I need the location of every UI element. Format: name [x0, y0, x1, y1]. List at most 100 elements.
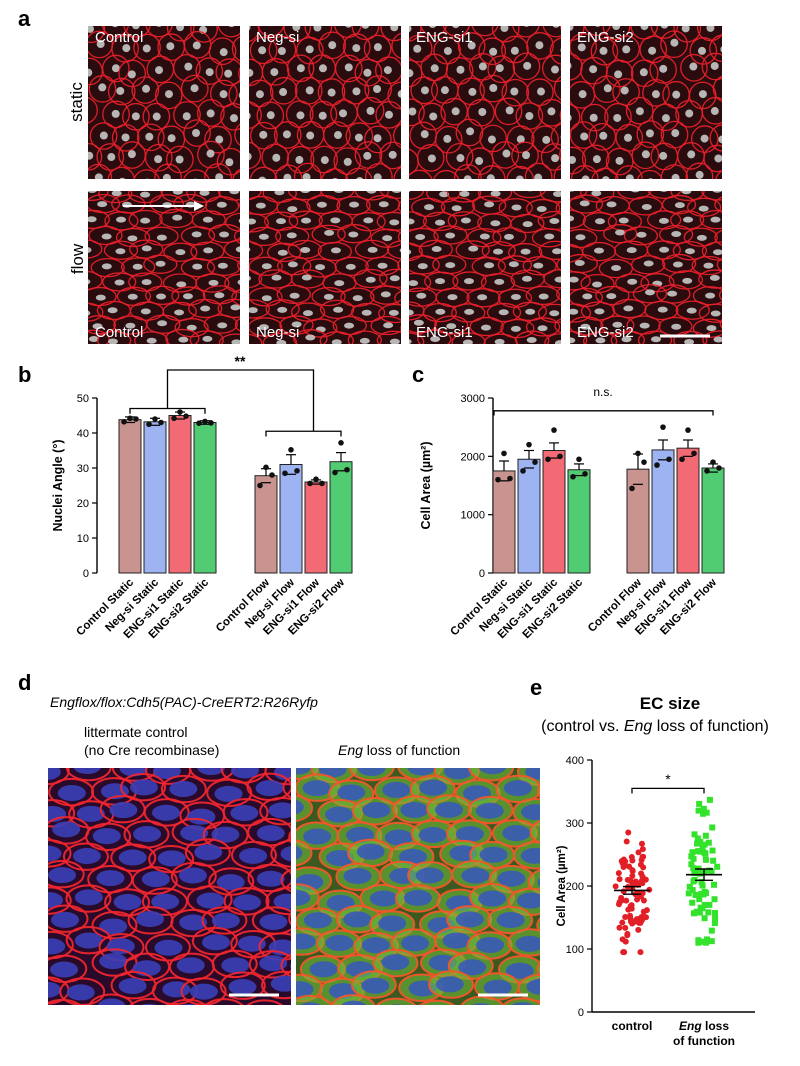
control-point — [633, 879, 639, 885]
chart-e-subtitle-post: loss of function) — [652, 718, 769, 735]
data-point-5-1 — [660, 424, 666, 430]
bar-0 — [493, 471, 515, 573]
chart-e-subtitle-pre: (control vs. — [541, 718, 624, 735]
control-point — [622, 858, 628, 864]
y-tick-label: 0 — [83, 568, 89, 580]
data-point-5-2 — [666, 456, 672, 462]
bar-2 — [169, 416, 191, 574]
control-point — [629, 906, 635, 912]
data-point-0-1 — [127, 416, 133, 422]
data-point-1-0 — [146, 421, 152, 427]
eng-lof-point — [706, 840, 712, 846]
data-point-0-1 — [501, 451, 507, 457]
eng-lof-point — [707, 797, 713, 803]
micrograph-static-0: Control — [88, 26, 240, 179]
micrograph-label-static-1: Neg-si — [256, 29, 299, 46]
eng-lof-point — [699, 905, 705, 911]
data-point-4-0 — [629, 486, 635, 492]
micrograph-label-flow-0: Control — [95, 324, 143, 341]
data-point-7-1 — [338, 440, 344, 446]
micrograph-label-flow-3: ENG-si2 — [577, 324, 634, 341]
eng-lof-point — [694, 909, 700, 915]
control-title-line2: (no Cre recombinase) — [84, 742, 219, 758]
bar-3 — [194, 423, 216, 574]
data-point-1-1 — [526, 442, 532, 448]
significance-annotation: * — [665, 771, 671, 787]
control-point — [618, 898, 624, 904]
panel-e-letter: e — [530, 675, 542, 701]
eng-lof-point — [714, 864, 720, 870]
micrograph-flow-0: Control — [88, 191, 240, 344]
data-point-5-0 — [654, 462, 660, 468]
control-point — [624, 839, 630, 845]
micrograph-static-1: Neg-si — [249, 26, 401, 179]
bar-1 — [518, 459, 540, 573]
y-tick-label: 0 — [479, 568, 485, 580]
eng-lof-point — [689, 900, 695, 906]
data-point-1-2 — [532, 459, 538, 465]
data-point-3-1 — [576, 456, 582, 462]
eng-lof-point — [695, 940, 701, 946]
x-label-eng-lof: Eng loss — [679, 1019, 729, 1033]
data-point-7-2 — [344, 467, 350, 473]
bar-2 — [543, 451, 565, 574]
micrograph-label-static-3: ENG-si2 — [577, 29, 634, 46]
x-label-eng-lof-line2: of function — [673, 1034, 735, 1048]
eng-lof-point — [705, 909, 711, 915]
eng-lof-point — [696, 801, 702, 807]
chart-e-subtitle: (control vs. Eng loss of function) — [510, 718, 800, 736]
control-point — [644, 907, 650, 913]
data-point-2-2 — [183, 413, 189, 419]
control-point — [638, 862, 644, 868]
significance-bracket — [494, 411, 713, 416]
control-title-line1: littermate control — [84, 724, 187, 740]
control-point — [626, 864, 632, 870]
data-point-1-0 — [520, 468, 526, 474]
eng-lof-point — [690, 878, 696, 884]
eng-lof-title-gene: Eng — [338, 742, 363, 758]
data-point-6-0 — [679, 456, 685, 462]
eng-lof-point — [712, 920, 718, 926]
control-point — [629, 873, 635, 879]
control-point — [616, 870, 622, 876]
chart-e-title: EC size — [560, 694, 780, 714]
data-point-4-1 — [635, 451, 641, 457]
control-point — [637, 949, 643, 955]
micrograph-control — [48, 768, 291, 1005]
data-point-2-0 — [171, 416, 177, 422]
bar-6 — [677, 448, 699, 573]
control-point — [635, 927, 641, 933]
data-point-4-2 — [641, 459, 647, 465]
control-point — [619, 920, 625, 926]
data-point-5-0 — [282, 470, 288, 476]
data-point-6-0 — [307, 481, 313, 487]
y-axis-label: Cell Area (µm²) — [556, 845, 568, 926]
eng-lof-point — [712, 910, 718, 916]
data-point-2-2 — [557, 454, 563, 460]
control-point — [620, 936, 626, 942]
eng-lof-point — [691, 856, 697, 862]
data-point-7-0 — [704, 468, 710, 474]
control-point — [624, 932, 630, 938]
y-tick-label: 40 — [77, 428, 89, 440]
data-point-6-2 — [691, 451, 697, 457]
data-point-5-1 — [288, 447, 294, 453]
bar-7 — [702, 468, 724, 573]
control-point — [620, 949, 626, 955]
control-point — [639, 841, 645, 847]
eng-lof-point — [703, 833, 709, 839]
eng-lof-point — [709, 824, 715, 830]
y-tick-label: 200 — [566, 881, 584, 893]
micrograph-label-flow-1: Neg-si — [256, 324, 299, 341]
micrograph-flow-2: ENG-si1 — [409, 191, 561, 344]
data-point-1-1 — [152, 416, 158, 422]
data-point-6-1 — [685, 427, 691, 433]
eng-lof-point — [701, 939, 707, 945]
micrograph-flow-3: ENG-si2 — [570, 191, 722, 344]
data-point-7-1 — [710, 459, 716, 465]
eng-lof-point — [709, 938, 715, 944]
eng-lof-point — [697, 839, 703, 845]
significance-bracket — [632, 788, 704, 793]
control-point — [625, 830, 631, 836]
